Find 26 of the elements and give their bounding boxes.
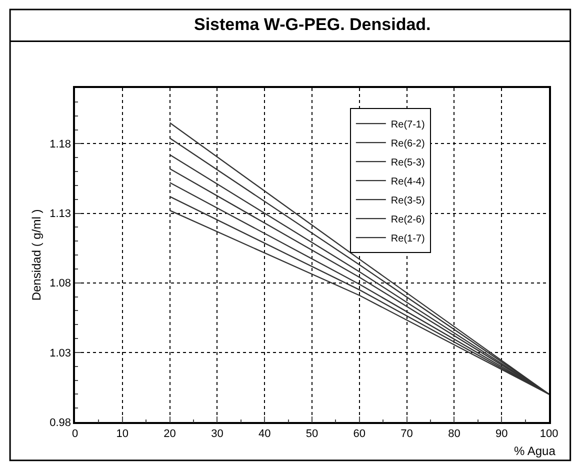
legend-label: Re(6-2) — [390, 138, 425, 150]
y-tick-label: 1.18 — [50, 138, 72, 151]
y-tick-label: 1.03 — [50, 347, 72, 360]
x-tick-label: 30 — [211, 428, 224, 440]
x-tick-label: 0 — [72, 428, 78, 440]
y-axis-title: Densidad ( g/ml ) — [29, 209, 44, 301]
x-tick-label: 90 — [495, 428, 508, 440]
x-axis-title: % Agua — [514, 444, 556, 458]
y-tick-label: 1.13 — [50, 208, 72, 220]
legend-label: Re(4-4) — [390, 176, 425, 188]
x-tick-label: 20 — [164, 428, 176, 440]
x-tick-label: 50 — [306, 428, 318, 440]
chart-title: Sistema W-G-PEG. Densidad. — [194, 15, 431, 34]
x-tick-label: 80 — [448, 428, 460, 440]
y-tick-label: 1.08 — [50, 278, 72, 290]
x-tick-label: 10 — [116, 428, 129, 440]
y-tick-label: 0.98 — [50, 416, 72, 429]
legend-label: Re(7-1) — [390, 119, 425, 130]
x-tick-label: 100 — [540, 428, 558, 440]
x-tick-label: 70 — [400, 428, 413, 440]
legend-label: Re(2-6) — [390, 214, 425, 226]
legend-label: Re(5-3) — [390, 157, 425, 168]
x-tick-label: 60 — [353, 428, 366, 440]
legend-label: Re(1-7) — [390, 233, 425, 244]
x-tick-label: 40 — [258, 428, 271, 440]
legend-label: Re(3-5) — [390, 195, 425, 206]
